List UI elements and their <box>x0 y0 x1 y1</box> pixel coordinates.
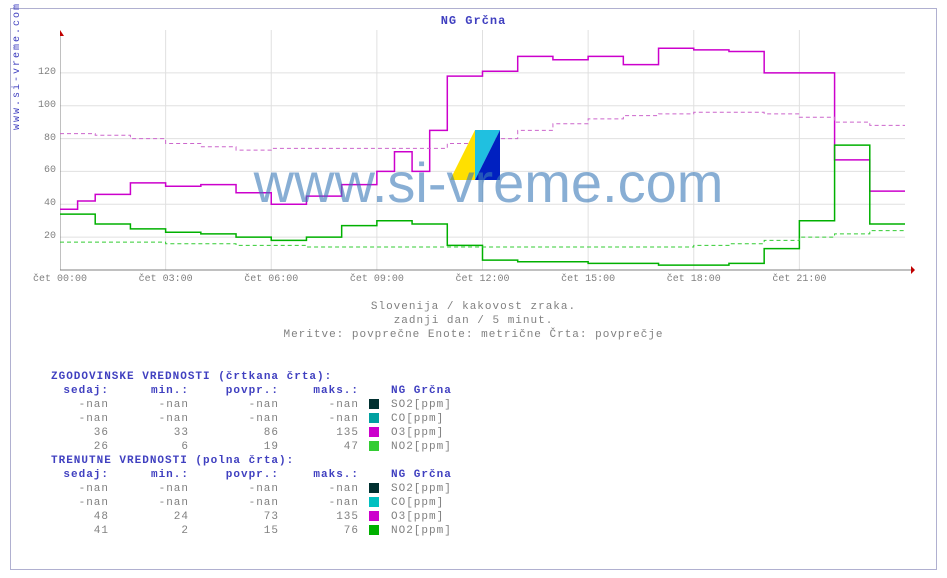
y-tick-label: 100 <box>26 100 56 111</box>
data-tables: ZGODOVINSKE VREDNOSTI (črtkana črta): se… <box>45 370 458 538</box>
legend-swatch-icon <box>369 427 379 437</box>
col-maks: maks.: <box>285 468 365 482</box>
table-row: 36 33 86 135 O3[ppm] <box>45 426 458 440</box>
subtitle: Slovenija / kakovost zraka. zadnji dan /… <box>0 300 947 342</box>
subtitle-line-1: Slovenija / kakovost zraka. <box>0 300 947 314</box>
col-maks: maks.: <box>285 384 365 398</box>
x-tick-label: čet 18:00 <box>664 274 724 285</box>
x-tick-label: čet 09:00 <box>347 274 407 285</box>
table-row: 26 6 19 47 NO2[ppm] <box>45 440 458 454</box>
table-title: ZGODOVINSKE VREDNOSTI (črtkana črta): <box>45 370 458 384</box>
col-povpr: povpr.: <box>195 384 285 398</box>
cell-maks: -nan <box>285 412 365 426</box>
station-label: NG Grčna <box>385 468 458 482</box>
x-tick-label: čet 06:00 <box>241 274 301 285</box>
cell-sedaj: -nan <box>45 482 115 496</box>
cell-maks: 135 <box>285 426 365 440</box>
cell-maks: 135 <box>285 510 365 524</box>
table-row: -nan -nan -nan -nan CO[ppm] <box>45 412 458 426</box>
y-tick-label: 80 <box>26 133 56 144</box>
legend-swatch-icon <box>369 497 379 507</box>
cell-maks: -nan <box>285 496 365 510</box>
table-row: -nan -nan -nan -nan SO2[ppm] <box>45 398 458 412</box>
cell-min: 24 <box>115 510 195 524</box>
cell-povpr: -nan <box>195 482 285 496</box>
cell-povpr: 73 <box>195 510 285 524</box>
y-tick-label: 40 <box>26 198 56 209</box>
table-row: -nan -nan -nan -nan CO[ppm] <box>45 496 458 510</box>
y-tick-label: 60 <box>26 165 56 176</box>
cell-sedaj: -nan <box>45 398 115 412</box>
cell-metric: CO[ppm] <box>385 412 458 426</box>
table-row: -nan -nan -nan -nan SO2[ppm] <box>45 482 458 496</box>
x-tick-label: čet 00:00 <box>30 274 90 285</box>
col-min: min.: <box>115 384 195 398</box>
cell-min: 6 <box>115 440 195 454</box>
x-tick-label: čet 15:00 <box>558 274 618 285</box>
legend-swatch-icon <box>369 525 379 535</box>
cell-metric: SO2[ppm] <box>385 482 458 496</box>
x-tick-label: čet 03:00 <box>136 274 196 285</box>
cell-metric: SO2[ppm] <box>385 398 458 412</box>
cell-sedaj: 48 <box>45 510 115 524</box>
table-title: TRENUTNE VREDNOSTI (polna črta): <box>45 454 458 468</box>
cell-metric: CO[ppm] <box>385 496 458 510</box>
cell-min: -nan <box>115 496 195 510</box>
cell-sedaj: 36 <box>45 426 115 440</box>
cell-maks: 47 <box>285 440 365 454</box>
cell-metric: O3[ppm] <box>385 426 458 440</box>
cell-povpr: -nan <box>195 398 285 412</box>
table-row: 41 2 15 76 NO2[ppm] <box>45 524 458 538</box>
cell-metric: O3[ppm] <box>385 510 458 524</box>
x-tick-label: čet 21:00 <box>769 274 829 285</box>
legend-swatch-icon <box>369 441 379 451</box>
col-min: min.: <box>115 468 195 482</box>
subtitle-line-2: zadnji dan / 5 minut. <box>0 314 947 328</box>
cell-povpr: 15 <box>195 524 285 538</box>
cell-metric: NO2[ppm] <box>385 440 458 454</box>
plot-area <box>60 30 915 280</box>
cell-maks: -nan <box>285 482 365 496</box>
cell-povpr: 86 <box>195 426 285 440</box>
y-tick-label: 20 <box>26 231 56 242</box>
cell-sedaj: 26 <box>45 440 115 454</box>
cell-min: 2 <box>115 524 195 538</box>
y-tick-label: 120 <box>26 67 56 78</box>
cell-povpr: -nan <box>195 496 285 510</box>
cell-povpr: -nan <box>195 412 285 426</box>
cell-sedaj: -nan <box>45 412 115 426</box>
cell-maks: 76 <box>285 524 365 538</box>
table-row: 48 24 73 135 O3[ppm] <box>45 510 458 524</box>
cell-min: -nan <box>115 482 195 496</box>
legend-swatch-icon <box>369 483 379 493</box>
cell-metric: NO2[ppm] <box>385 524 458 538</box>
station-label: NG Grčna <box>385 384 458 398</box>
cell-sedaj: 41 <box>45 524 115 538</box>
cell-sedaj: -nan <box>45 496 115 510</box>
chart-svg <box>60 30 915 280</box>
legend-swatch-icon <box>369 413 379 423</box>
col-sedaj: sedaj: <box>45 384 115 398</box>
cell-min: 33 <box>115 426 195 440</box>
cell-min: -nan <box>115 412 195 426</box>
col-povpr: povpr.: <box>195 468 285 482</box>
cell-povpr: 19 <box>195 440 285 454</box>
cell-min: -nan <box>115 398 195 412</box>
chart-title: NG Grčna <box>0 14 947 28</box>
legend-swatch-icon <box>369 399 379 409</box>
legend-swatch-icon <box>369 511 379 521</box>
subtitle-line-3: Meritve: povprečne Enote: metrične Črta:… <box>0 328 947 342</box>
x-tick-label: čet 12:00 <box>453 274 513 285</box>
cell-maks: -nan <box>285 398 365 412</box>
col-sedaj: sedaj: <box>45 468 115 482</box>
